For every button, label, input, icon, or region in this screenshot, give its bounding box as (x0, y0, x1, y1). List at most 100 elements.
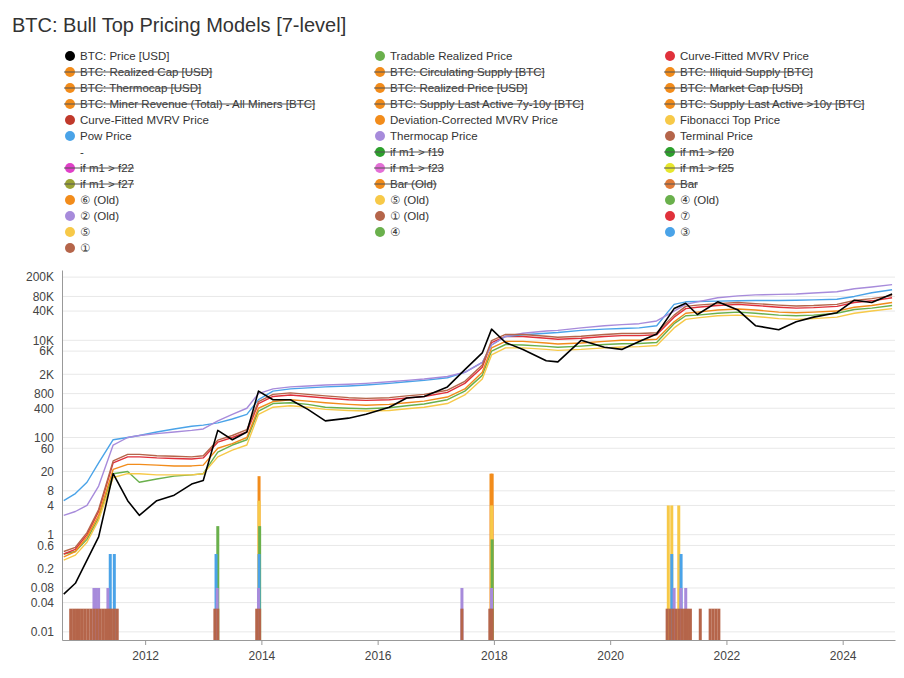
legend-item: Terminal Price (665, 130, 753, 142)
y-tick-label: 80K (33, 290, 54, 304)
legend: BTC: Price [USD]Tradable Realized PriceC… (64, 50, 864, 254)
legend-label: ① (80, 242, 90, 254)
x-tick-label: 2014 (249, 649, 276, 663)
x-tick-mark (610, 640, 611, 645)
y-tick: 8 (47, 484, 62, 498)
bar (491, 539, 494, 640)
bar-series (258, 501, 681, 640)
y-tick: 0.2 (37, 562, 62, 576)
legend-strike (64, 104, 315, 105)
bar (714, 609, 717, 640)
grid-line (62, 340, 895, 341)
x-tick: 2022 (714, 640, 741, 663)
plot-area (64, 285, 892, 640)
legend-item: BTC: Market Cap [USD] (664, 82, 803, 94)
grid-line (62, 277, 895, 278)
legend-label: ④ (390, 226, 400, 238)
bar (491, 609, 494, 640)
y-tick: 0.08 (31, 581, 62, 595)
legend-item: BTC: Price [USD] (65, 50, 169, 62)
line (64, 298, 892, 554)
bar (113, 609, 116, 640)
legend-swatch (375, 131, 385, 141)
y-tick: 0.01 (31, 625, 62, 639)
legend-item: Pow Price (65, 130, 132, 142)
legend-swatch (65, 243, 75, 253)
line (64, 303, 892, 557)
legend-label: ② (Old) (80, 210, 119, 222)
legend-label: Fibonacci Top Price (680, 114, 780, 126)
legend-swatch (65, 227, 75, 237)
y-axis: 0.010.040.080.20.614820601004008002K6K10… (26, 270, 63, 640)
legend-strike (664, 152, 734, 153)
legend-swatch (65, 51, 75, 61)
x-tick-mark (378, 640, 379, 645)
y-tick-label: 40K (33, 304, 54, 318)
y-tick: 4 (47, 499, 62, 513)
bar (674, 609, 677, 640)
grid-line (62, 351, 895, 352)
legend-label: Terminal Price (680, 130, 753, 142)
grid-line (62, 545, 895, 546)
legend-item: ④ (375, 226, 400, 238)
x-tick-label: 2022 (714, 649, 741, 663)
y-tick-label: 0.04 (31, 596, 55, 610)
legend-label: ⑤ (Old) (390, 194, 429, 206)
line (64, 309, 892, 561)
y-tick: 100 (34, 431, 62, 445)
bar (75, 609, 78, 640)
bar (669, 609, 672, 640)
legend-swatch (375, 195, 385, 205)
y-tick: 200K (26, 270, 62, 284)
y-tick-label: 20 (41, 465, 55, 479)
bar (680, 609, 683, 640)
grid-line (62, 437, 895, 438)
legend-swatch (665, 51, 675, 61)
y-tick-label: 200K (26, 270, 54, 284)
x-tick: 2016 (365, 640, 392, 663)
bar (677, 609, 680, 640)
y-tick: 0.04 (31, 596, 62, 610)
legend-item: BTC: Supply Last Active 7y-10y [BTC] (374, 98, 584, 110)
legend-strike (64, 168, 134, 169)
grid-line (62, 587, 895, 588)
line (64, 285, 892, 516)
legend-item: BTC: Thermocap [USD] (64, 82, 201, 94)
y-tick: 400 (34, 402, 62, 416)
legend-item: Deviation-Corrected MVRV Price (375, 114, 558, 126)
legend-swatch (375, 227, 385, 237)
legend-item: if m1 > f20 (664, 146, 734, 158)
bar-series (92, 588, 687, 640)
bar (72, 609, 75, 640)
legend-swatch (375, 51, 385, 61)
bar (699, 609, 702, 640)
bar (113, 554, 116, 640)
legend-strike (664, 104, 864, 105)
bar (671, 609, 674, 640)
legend-swatch (375, 115, 385, 125)
x-tick-label: 2018 (481, 649, 508, 663)
legend-label: ③ (680, 226, 690, 238)
legend-swatch (65, 115, 75, 125)
legend-strike (64, 184, 134, 185)
legend-item: BTC: Miner Revenue (Total) - All Miners … (64, 98, 315, 110)
x-tick-mark (494, 640, 495, 645)
bar (101, 609, 104, 640)
legend-strike (664, 88, 803, 89)
legend-item: ⑦ (665, 210, 690, 222)
bar (709, 609, 712, 640)
x-tick: 2024 (830, 640, 857, 663)
legend-item: if m1 > f19 (374, 146, 444, 158)
legend-swatch (375, 211, 385, 221)
legend-label: ① (Old) (390, 210, 429, 222)
bar (98, 609, 101, 640)
legend-item: BTC: Realized Price [USD] (374, 82, 527, 94)
y-tick-label: 10K (33, 334, 54, 348)
y-tick: 80K (33, 290, 62, 304)
legend-label: BTC: Price [USD] (80, 50, 169, 62)
legend-item: ③ (665, 226, 690, 238)
x-tick: 2012 (132, 640, 159, 663)
y-tick-label: 0.2 (37, 562, 54, 576)
legend-item: Bar (664, 178, 698, 190)
bar (491, 474, 494, 640)
